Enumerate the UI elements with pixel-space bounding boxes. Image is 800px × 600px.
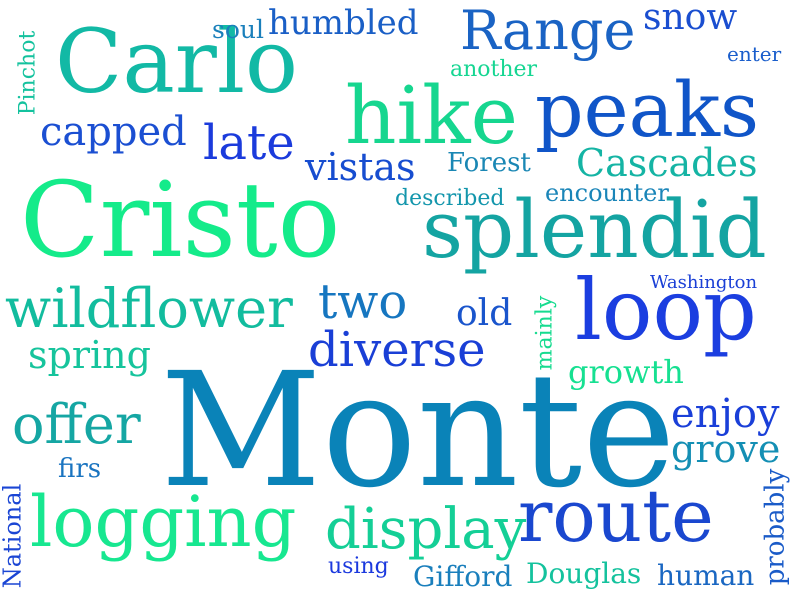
word-grove: grove bbox=[671, 427, 781, 471]
word-using: using bbox=[328, 554, 389, 579]
word-hike: hike bbox=[345, 69, 518, 162]
word-display: display bbox=[325, 497, 527, 562]
word-vistas: vistas bbox=[305, 145, 416, 189]
word-offer: offer bbox=[12, 393, 141, 456]
word-snow: snow bbox=[643, 0, 738, 38]
word-cristo: Cristo bbox=[20, 159, 341, 281]
word-range: Range bbox=[460, 0, 636, 62]
word-logging: logging bbox=[30, 481, 297, 563]
word-loop: loop bbox=[575, 261, 757, 359]
word-pinchot: Pinchot bbox=[15, 30, 41, 116]
word-carlo: Carlo bbox=[55, 10, 298, 113]
word-forest: Forest bbox=[447, 148, 531, 178]
word-national: National bbox=[0, 483, 27, 589]
word-humbled: humbled bbox=[268, 3, 419, 43]
word-washington: Washington bbox=[650, 272, 758, 293]
word-monte: Monte bbox=[160, 339, 676, 523]
word-spring: spring bbox=[28, 333, 151, 377]
word-late: late bbox=[203, 115, 295, 171]
word-soul: soul bbox=[212, 15, 264, 44]
word-splendid: splendid bbox=[422, 183, 767, 276]
word-encounter: encounter bbox=[545, 179, 669, 207]
word-another: another bbox=[450, 57, 538, 82]
word-growth: growth bbox=[568, 353, 684, 391]
word-human: human bbox=[657, 559, 755, 592]
word-cascades: Cascades bbox=[576, 141, 758, 185]
word-firs: firs bbox=[58, 454, 102, 484]
word-douglas: Douglas bbox=[526, 557, 642, 590]
word-described: described bbox=[395, 186, 505, 211]
word-old: old bbox=[456, 293, 513, 334]
word-diverse: diverse bbox=[308, 322, 486, 378]
word-probably: probably bbox=[760, 468, 791, 586]
word-mainly: mainly bbox=[532, 295, 558, 371]
word-enter: enter bbox=[727, 42, 782, 66]
word-two: two bbox=[318, 274, 408, 330]
word-wildflower: wildflower bbox=[5, 277, 293, 340]
word-gifford: Gifford bbox=[413, 560, 513, 593]
word-route: route bbox=[518, 474, 714, 558]
word-peaks: peaks bbox=[535, 65, 759, 154]
word-enjoy: enjoy bbox=[671, 391, 780, 437]
word-capped: capped bbox=[40, 109, 187, 155]
